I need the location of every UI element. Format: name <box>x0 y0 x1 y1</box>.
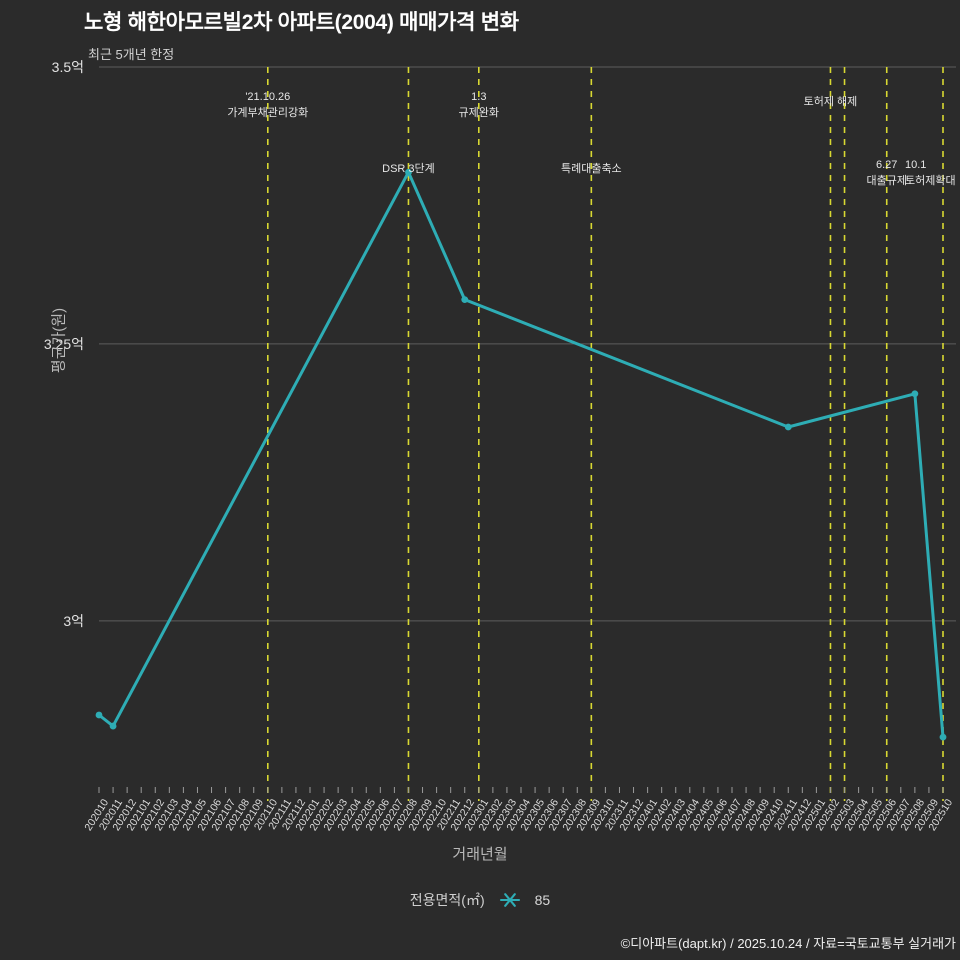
asterisk-marker-icon <box>497 891 523 909</box>
event-date-label: '21.10.26 <box>245 91 291 103</box>
event-name-label: 가계부채관리강화 <box>227 106 309 119</box>
event-name-label: DSR 3단계 <box>382 163 435 175</box>
event-name-label: 특례대출축소 <box>560 163 622 175</box>
event-annotation: 6.27 대출규제 <box>866 158 906 190</box>
event-name-label: 토허제확대 <box>905 174 956 187</box>
chart-subtitle: 최근 5개년 한정 <box>88 47 175 62</box>
event-name-label: 대출규제 <box>866 174 907 187</box>
page-title: 노형 해한아모르빌2차 아파트(2004) 매매가격 변화 <box>84 11 519 34</box>
chart-footer: ©디아파트(dapt.kr) / 2025.10.24 / 자료=국토교통부 실… <box>620 936 956 951</box>
legend-series-label: 85 <box>534 892 551 908</box>
event-date-label: 1.3 <box>471 91 487 103</box>
x-axis-title: 거래년월 <box>452 846 508 863</box>
event-annotation: DSR 3단계 <box>382 162 435 178</box>
event-annotation: 10.1 토허제확대 <box>905 158 956 190</box>
event-name-label: 토허제 해제 <box>803 96 858 108</box>
y-axis-title: 평균가(원) <box>50 307 68 374</box>
y-axis-tick-label: 3.5억 <box>51 59 84 75</box>
y-axis-tick-label: 3.25억 <box>43 335 84 352</box>
event-annotation: 특례대출축소 <box>561 162 622 178</box>
event-annotation: 1.3 규제완화 <box>459 90 499 122</box>
legend-title: 전용면적(㎡) <box>409 892 485 908</box>
y-axis-tick-label: 3억 <box>63 612 84 629</box>
event-annotation: 토허제 해제 <box>804 95 858 111</box>
event-name-label: 규제완화 <box>458 106 500 119</box>
chart-legend: 전용면적(㎡) 85 <box>0 890 960 910</box>
event-date-label: 6.27 <box>876 159 898 171</box>
event-annotation: '21.10.26 가계부채관리강화 <box>227 90 308 122</box>
event-date-label: 10.1 <box>905 159 927 171</box>
